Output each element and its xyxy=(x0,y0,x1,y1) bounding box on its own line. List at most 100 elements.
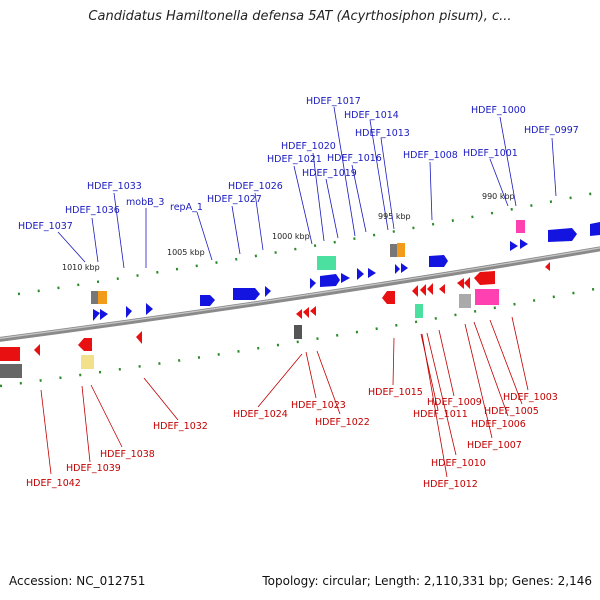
gene-arrow xyxy=(548,228,577,242)
gene-label: HDEF_1024 xyxy=(233,409,288,420)
reverse-genes xyxy=(0,262,550,378)
gene-arrow xyxy=(357,268,364,280)
gene-label: HDEF_1003 xyxy=(503,392,558,403)
gene-label: HDEF_1021 xyxy=(267,154,322,165)
feature-box xyxy=(390,244,398,257)
gene-arrow xyxy=(395,264,400,274)
gene-label: HDEF_1010 xyxy=(431,458,486,469)
feature-box xyxy=(294,325,302,339)
gene-arrow xyxy=(341,273,350,283)
gene-label: HDEF_1022 xyxy=(315,417,370,428)
gene-arrow xyxy=(265,286,271,297)
gene-arrow xyxy=(590,222,600,236)
gene-arrow xyxy=(464,277,470,289)
gene-label: HDEF_1015 xyxy=(368,387,423,398)
gene-label: HDEF_0997 xyxy=(524,125,579,136)
forward-genes xyxy=(91,220,600,321)
gene-arrow xyxy=(320,274,340,287)
feature-box xyxy=(0,364,22,378)
scale-label-1005: 1005 kbp xyxy=(167,248,205,257)
gene-label: HDEF_1009 xyxy=(427,397,482,408)
gene-label: HDEF_1042 xyxy=(26,478,81,489)
gene-arrow xyxy=(126,306,132,318)
gene-label: HDEF_1036 xyxy=(65,205,120,216)
gene-arrow xyxy=(439,284,445,294)
accession-text: Accession: NC_012751 xyxy=(9,574,146,588)
genome-backbone xyxy=(0,246,600,342)
gene-arrow xyxy=(520,239,528,249)
gene-arrow xyxy=(296,309,302,319)
topology-stats-text: Topology: circular; Length: 2,110,331 bp… xyxy=(262,574,592,588)
gene-label: HDEF_1007 xyxy=(467,440,522,451)
gene-arrow xyxy=(200,295,215,306)
gene-arrow xyxy=(0,347,20,361)
gene-arrow xyxy=(401,263,408,273)
gene-arrow xyxy=(420,284,426,296)
feature-box xyxy=(397,243,405,257)
scale-label-990: 990 kbp xyxy=(482,192,515,201)
feature-box xyxy=(459,294,471,308)
gene-label: HDEF_1013 xyxy=(355,128,410,139)
feature-box xyxy=(98,291,107,304)
gene-label: HDEF_1000 xyxy=(471,105,526,116)
gene-label: HDEF_1037 xyxy=(18,221,73,232)
gene-label: HDEF_1026 xyxy=(228,181,283,192)
map-title: Candidatus Hamiltonella defensa 5AT (Acy… xyxy=(88,9,512,24)
gene-label: HDEF_1005 xyxy=(484,406,539,417)
gene-arrow xyxy=(474,271,495,285)
gene-label: HDEF_1001 xyxy=(463,148,518,159)
gene-arrow xyxy=(412,285,418,297)
svg-text:995 kbp: 995 kbp xyxy=(378,212,411,221)
scale-label-995: 995 kbp xyxy=(378,212,411,221)
gene-arrow xyxy=(457,278,464,289)
gene-arrow xyxy=(368,268,376,278)
svg-text:1010 kbp: 1010 kbp xyxy=(62,263,100,272)
gene-label: HDEF_1023 xyxy=(291,400,346,411)
gene-arrow xyxy=(545,262,550,271)
svg-text:1005 kbp: 1005 kbp xyxy=(167,248,205,257)
gene-arrow xyxy=(427,283,433,295)
gene-arrow xyxy=(310,278,316,289)
gene-label: HDEF_1039 xyxy=(66,463,121,474)
gene-label: HDEF_1008 xyxy=(403,150,458,161)
gene-arrow xyxy=(303,307,309,318)
reverse-leader-lines xyxy=(40,316,529,478)
gene-label: HDEF_1038 xyxy=(100,449,155,460)
gene-label: HDEF_1020 xyxy=(281,141,336,152)
feature-box xyxy=(516,220,525,233)
gene-label: mobB_3 xyxy=(126,197,164,208)
gene-arrow xyxy=(382,291,395,304)
gene-label: HDEF_1033 xyxy=(87,181,142,192)
gene-arrow xyxy=(510,241,518,251)
gene-arrow xyxy=(233,288,260,300)
scale-label-1010: 1010 kbp xyxy=(62,263,100,272)
gene-label: HDEF_1032 xyxy=(153,421,208,432)
gene-arrow xyxy=(34,344,40,356)
gene-label: HDEF_1016 xyxy=(327,153,382,164)
gene-arrow xyxy=(78,338,92,351)
gene-arrow xyxy=(136,331,142,344)
feature-box xyxy=(91,291,100,304)
gene-arrow xyxy=(429,255,448,267)
forward-leader-lines xyxy=(57,106,557,269)
feature-box xyxy=(81,355,94,369)
reverse-gene-labels: HDEF_1042 HDEF_1039 HDEF_1038 HDEF_1032 … xyxy=(26,387,558,490)
gene-label: HDEF_1014 xyxy=(344,110,399,121)
gene-arrow xyxy=(100,309,108,320)
feature-box xyxy=(475,289,499,305)
gene-label: HDEF_1006 xyxy=(471,419,526,430)
gene-arrow xyxy=(146,303,153,315)
forward-gene-labels: HDEF_1037 HDEF_1036 HDEF_1033 mobB_3 rep… xyxy=(18,96,579,232)
gene-arrow xyxy=(93,309,100,321)
scale-label-1000: 1000 kbp xyxy=(272,232,310,241)
gene-arrow xyxy=(310,306,316,316)
gene-label: HDEF_1027 xyxy=(207,194,262,205)
genome-backbone-highlight xyxy=(0,247,600,339)
feature-box xyxy=(415,304,423,318)
gene-label: HDEF_1012 xyxy=(423,479,478,490)
upper-tick-row xyxy=(17,190,600,296)
gene-label: repA_1 xyxy=(170,202,203,213)
svg-text:1000 kbp: 1000 kbp xyxy=(272,232,310,241)
gene-label: HDEF_1019 xyxy=(302,168,357,179)
